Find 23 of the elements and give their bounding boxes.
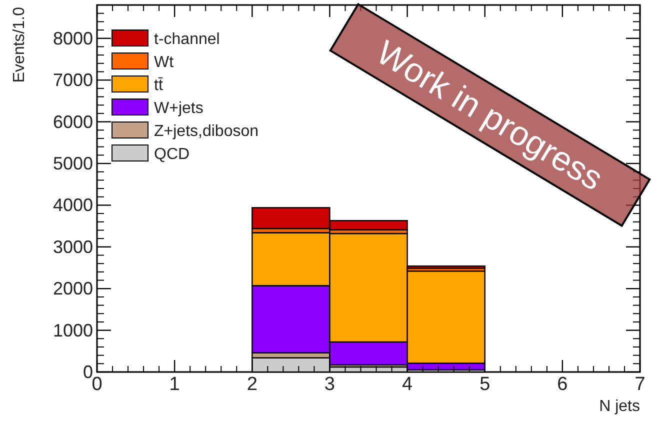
- legend-label: QCD: [154, 146, 190, 163]
- x-tick-label: 4: [402, 374, 413, 395]
- y-tick-label: 4000: [52, 195, 93, 216]
- y-tick-label: 2000: [52, 278, 93, 299]
- y-tick-label: 3000: [52, 236, 93, 257]
- legend-label: W+jets: [154, 100, 204, 117]
- x-tick-label: 3: [324, 374, 336, 395]
- legend-label: Z+jets,diboson: [154, 123, 259, 140]
- legend-label: Wt: [154, 54, 174, 71]
- y-axis-title: Events/1.0: [11, 6, 28, 83]
- y-tick-label: 5000: [52, 153, 93, 174]
- y-tick-label: 7000: [52, 70, 93, 90]
- y-tick-label: 6000: [52, 112, 93, 132]
- y-tick-label: 8000: [52, 28, 93, 48]
- x-tick-label: 5: [480, 374, 490, 395]
- x-tick-label: 1: [169, 374, 180, 395]
- x-tick-label: 6: [557, 374, 568, 395]
- x-tick-label: 2: [246, 374, 258, 395]
- legend-label: tt̄: [154, 77, 164, 94]
- x-axis-title: N jets: [599, 398, 640, 415]
- legend-label: t-channel: [154, 31, 220, 48]
- x-tick-label: 7: [634, 374, 646, 395]
- y-tick-label: 1000: [52, 320, 93, 340]
